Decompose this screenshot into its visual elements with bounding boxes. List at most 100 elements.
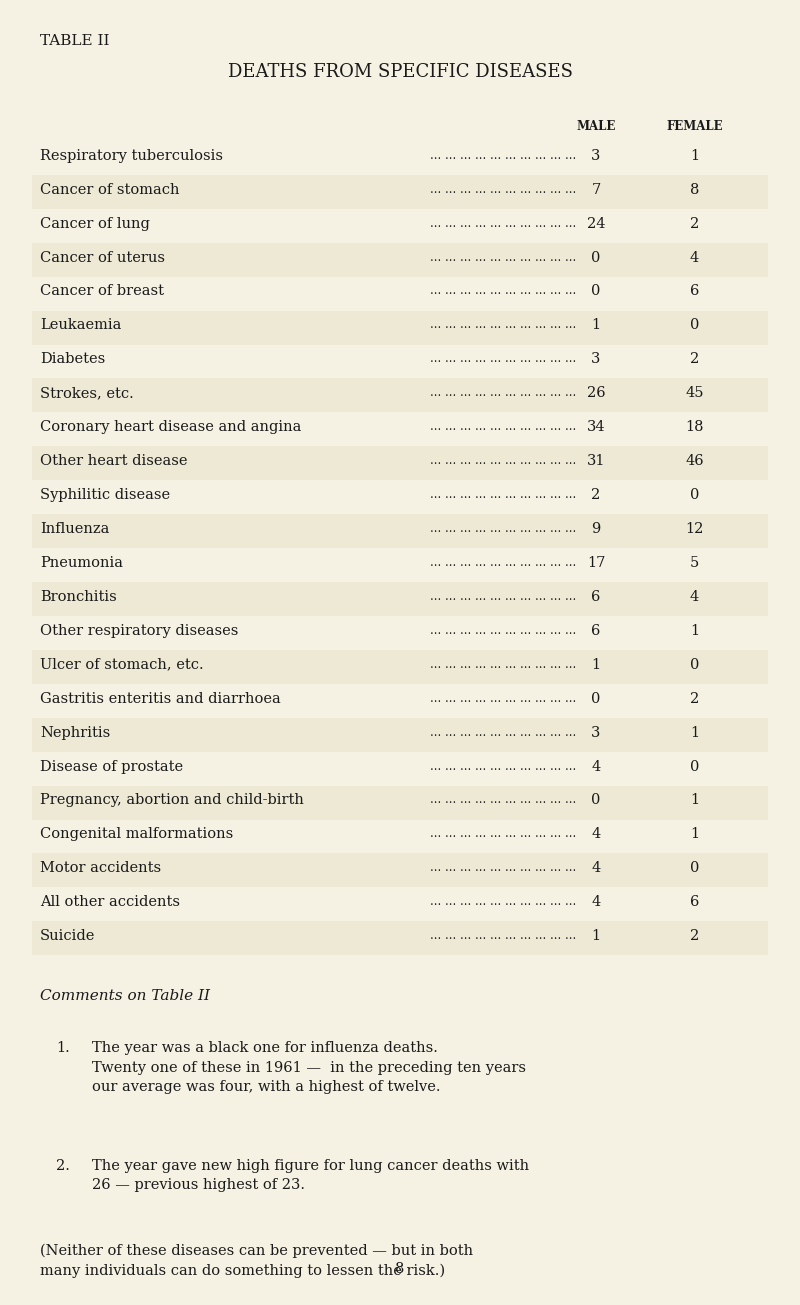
Text: 8: 8 bbox=[690, 183, 699, 197]
Text: Respiratory tuberculosis: Respiratory tuberculosis bbox=[40, 149, 223, 163]
Text: 0: 0 bbox=[591, 284, 601, 299]
Text: 2: 2 bbox=[690, 352, 699, 367]
Text: 0: 0 bbox=[690, 658, 699, 672]
Text: ... ... ... ... ... ... ... ... ... ...: ... ... ... ... ... ... ... ... ... ... bbox=[430, 352, 576, 365]
Text: ... ... ... ... ... ... ... ... ... ...: ... ... ... ... ... ... ... ... ... ... bbox=[430, 590, 576, 603]
Text: 4: 4 bbox=[591, 760, 601, 774]
Text: 7: 7 bbox=[591, 183, 601, 197]
Text: MALE: MALE bbox=[576, 120, 616, 133]
Text: 0: 0 bbox=[690, 318, 699, 333]
Text: 0: 0 bbox=[690, 488, 699, 502]
Text: Congenital malformations: Congenital malformations bbox=[40, 827, 234, 842]
Text: ... ... ... ... ... ... ... ... ... ...: ... ... ... ... ... ... ... ... ... ... bbox=[430, 488, 576, 501]
Text: 1: 1 bbox=[690, 624, 699, 638]
Bar bbox=[32, 921, 768, 955]
Bar bbox=[32, 243, 768, 277]
Text: ... ... ... ... ... ... ... ... ... ...: ... ... ... ... ... ... ... ... ... ... bbox=[430, 556, 576, 569]
Text: FEMALE: FEMALE bbox=[666, 120, 722, 133]
Text: Diabetes: Diabetes bbox=[40, 352, 106, 367]
Text: 2: 2 bbox=[591, 488, 601, 502]
Text: Cancer of uterus: Cancer of uterus bbox=[40, 251, 165, 265]
Bar bbox=[32, 786, 768, 820]
Text: 2: 2 bbox=[690, 692, 699, 706]
Text: 4: 4 bbox=[591, 895, 601, 910]
Text: Leukaemia: Leukaemia bbox=[40, 318, 122, 333]
Text: 12: 12 bbox=[686, 522, 703, 536]
Text: 0: 0 bbox=[690, 760, 699, 774]
Text: 46: 46 bbox=[685, 454, 704, 468]
Text: Coronary heart disease and angina: Coronary heart disease and angina bbox=[40, 420, 302, 435]
Text: ... ... ... ... ... ... ... ... ... ...: ... ... ... ... ... ... ... ... ... ... bbox=[430, 726, 576, 739]
Text: 34: 34 bbox=[586, 420, 606, 435]
Text: 1.: 1. bbox=[56, 1041, 70, 1056]
Text: ... ... ... ... ... ... ... ... ... ...: ... ... ... ... ... ... ... ... ... ... bbox=[430, 793, 576, 806]
Text: ... ... ... ... ... ... ... ... ... ...: ... ... ... ... ... ... ... ... ... ... bbox=[430, 149, 576, 162]
Text: ... ... ... ... ... ... ... ... ... ...: ... ... ... ... ... ... ... ... ... ... bbox=[430, 658, 576, 671]
Text: 8: 8 bbox=[395, 1262, 405, 1276]
Text: 31: 31 bbox=[586, 454, 606, 468]
Text: 1: 1 bbox=[591, 318, 601, 333]
Text: 1: 1 bbox=[591, 658, 601, 672]
Text: Syphilitic disease: Syphilitic disease bbox=[40, 488, 170, 502]
Bar bbox=[32, 175, 768, 209]
Text: 0: 0 bbox=[690, 861, 699, 876]
Text: 3: 3 bbox=[591, 352, 601, 367]
Text: Cancer of stomach: Cancer of stomach bbox=[40, 183, 179, 197]
Text: 2.: 2. bbox=[56, 1159, 70, 1173]
Text: Motor accidents: Motor accidents bbox=[40, 861, 161, 876]
Text: ... ... ... ... ... ... ... ... ... ...: ... ... ... ... ... ... ... ... ... ... bbox=[430, 861, 576, 874]
Text: 3: 3 bbox=[591, 149, 601, 163]
Text: ... ... ... ... ... ... ... ... ... ...: ... ... ... ... ... ... ... ... ... ... bbox=[430, 522, 576, 535]
Bar bbox=[32, 650, 768, 684]
Text: ... ... ... ... ... ... ... ... ... ...: ... ... ... ... ... ... ... ... ... ... bbox=[430, 420, 576, 433]
Text: 4: 4 bbox=[591, 827, 601, 842]
Text: 0: 0 bbox=[591, 692, 601, 706]
Text: Disease of prostate: Disease of prostate bbox=[40, 760, 183, 774]
Text: 3: 3 bbox=[591, 726, 601, 740]
Text: ... ... ... ... ... ... ... ... ... ...: ... ... ... ... ... ... ... ... ... ... bbox=[430, 318, 576, 331]
Text: Bronchitis: Bronchitis bbox=[40, 590, 117, 604]
Text: ... ... ... ... ... ... ... ... ... ...: ... ... ... ... ... ... ... ... ... ... bbox=[430, 760, 576, 773]
Text: All other accidents: All other accidents bbox=[40, 895, 180, 910]
Text: Gastritis enteritis and diarrhoea: Gastritis enteritis and diarrhoea bbox=[40, 692, 281, 706]
Text: 1: 1 bbox=[690, 793, 699, 808]
Text: 2: 2 bbox=[690, 217, 699, 231]
Text: 1: 1 bbox=[591, 929, 601, 944]
Text: 4: 4 bbox=[690, 251, 699, 265]
Text: ... ... ... ... ... ... ... ... ... ...: ... ... ... ... ... ... ... ... ... ... bbox=[430, 284, 576, 298]
Text: 0: 0 bbox=[591, 793, 601, 808]
Text: ... ... ... ... ... ... ... ... ... ...: ... ... ... ... ... ... ... ... ... ... bbox=[430, 217, 576, 230]
Text: Cancer of breast: Cancer of breast bbox=[40, 284, 164, 299]
Text: 0: 0 bbox=[591, 251, 601, 265]
Bar bbox=[32, 853, 768, 887]
Bar bbox=[32, 514, 768, 548]
Text: 26: 26 bbox=[586, 386, 606, 401]
Text: Pregnancy, abortion and child-birth: Pregnancy, abortion and child-birth bbox=[40, 793, 304, 808]
Text: ... ... ... ... ... ... ... ... ... ...: ... ... ... ... ... ... ... ... ... ... bbox=[430, 183, 576, 196]
Text: ... ... ... ... ... ... ... ... ... ...: ... ... ... ... ... ... ... ... ... ... bbox=[430, 454, 576, 467]
Text: 1: 1 bbox=[690, 149, 699, 163]
Text: ... ... ... ... ... ... ... ... ... ...: ... ... ... ... ... ... ... ... ... ... bbox=[430, 827, 576, 840]
Text: 1: 1 bbox=[690, 726, 699, 740]
Text: 4: 4 bbox=[591, 861, 601, 876]
Text: Other respiratory diseases: Other respiratory diseases bbox=[40, 624, 238, 638]
Text: Ulcer of stomach, etc.: Ulcer of stomach, etc. bbox=[40, 658, 204, 672]
Text: (Neither of these diseases can be prevented — but in both
many individuals can d: (Neither of these diseases can be preven… bbox=[40, 1244, 473, 1278]
Text: Cancer of lung: Cancer of lung bbox=[40, 217, 150, 231]
Text: 6: 6 bbox=[591, 624, 601, 638]
Text: ... ... ... ... ... ... ... ... ... ...: ... ... ... ... ... ... ... ... ... ... bbox=[430, 251, 576, 264]
Bar bbox=[32, 446, 768, 480]
Text: Pneumonia: Pneumonia bbox=[40, 556, 123, 570]
Text: ... ... ... ... ... ... ... ... ... ...: ... ... ... ... ... ... ... ... ... ... bbox=[430, 624, 576, 637]
Text: ... ... ... ... ... ... ... ... ... ...: ... ... ... ... ... ... ... ... ... ... bbox=[430, 692, 576, 705]
Text: 45: 45 bbox=[685, 386, 704, 401]
Text: 9: 9 bbox=[591, 522, 601, 536]
Text: Nephritis: Nephritis bbox=[40, 726, 110, 740]
Text: 1: 1 bbox=[690, 827, 699, 842]
Text: The year was a black one for influenza deaths.
Twenty one of these in 1961 —  in: The year was a black one for influenza d… bbox=[92, 1041, 526, 1095]
Bar bbox=[32, 311, 768, 345]
Bar bbox=[32, 582, 768, 616]
Text: Comments on Table II: Comments on Table II bbox=[40, 989, 210, 1004]
Bar bbox=[32, 718, 768, 752]
Text: 5: 5 bbox=[690, 556, 699, 570]
